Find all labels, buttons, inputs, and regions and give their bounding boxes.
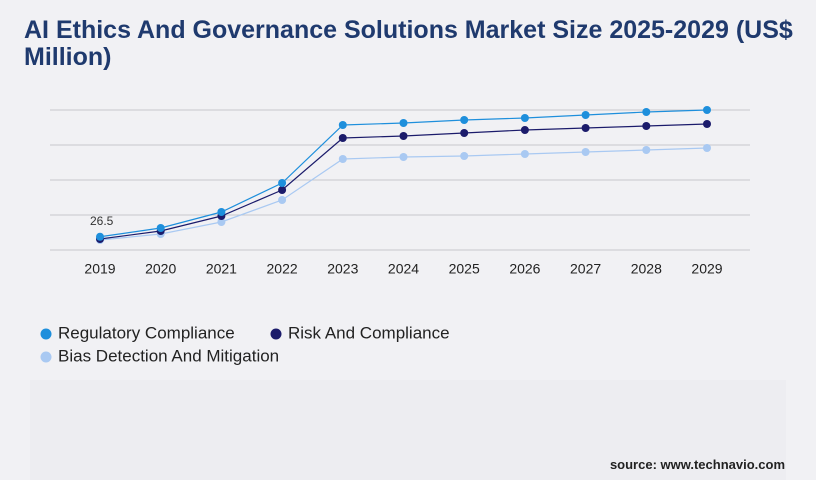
point [703,144,711,152]
chart-title: AI Ethics And Governance Solutions Marke… [24,16,793,71]
point [156,224,165,232]
series-line [99,109,708,238]
point [278,186,287,194]
point [399,119,408,127]
point [278,196,287,204]
point [703,120,711,128]
point [581,111,590,119]
point [338,121,347,129]
series-line [99,123,708,240]
data-label: 26.5 [90,214,114,228]
point [96,232,104,241]
point [217,218,226,226]
x-tick-label: 2021 [206,261,237,277]
x-tick-label: 2027 [570,261,601,277]
point [520,114,529,122]
source: source: www.technavio.com [610,457,785,472]
series-line [99,147,708,241]
x-tick-label: 2024 [388,261,419,277]
point [460,116,469,124]
point [399,132,408,140]
x-tick-label: 2026 [509,261,540,277]
x-tick-label: 2022 [267,261,298,277]
point [460,152,469,160]
point [520,126,529,134]
point [278,179,287,187]
x-tick-label: 2025 [449,261,480,277]
point [642,122,651,130]
point [642,108,651,116]
x-tick-label: 2020 [145,261,176,277]
x-tick-label: 2029 [691,261,722,277]
point [460,129,469,137]
legend-label: Regulatory Compliance [58,323,235,342]
point [581,148,590,156]
legend-label: Risk And Compliance [288,323,450,342]
legend-marker [270,328,282,340]
x-tick-label: 2019 [84,261,115,277]
x-tick-label: 2023 [327,261,358,277]
point [642,146,651,154]
point [520,150,529,158]
legend-marker [40,351,52,363]
point [217,208,226,216]
x-tick-label: 2028 [631,261,662,277]
point [581,124,590,132]
legend-label: Bias Detection And Mitigation [58,346,279,365]
point [338,134,347,142]
point [338,155,347,163]
legend-marker [40,328,52,340]
point [399,153,408,161]
footer-panel [30,380,786,480]
point [703,106,711,114]
